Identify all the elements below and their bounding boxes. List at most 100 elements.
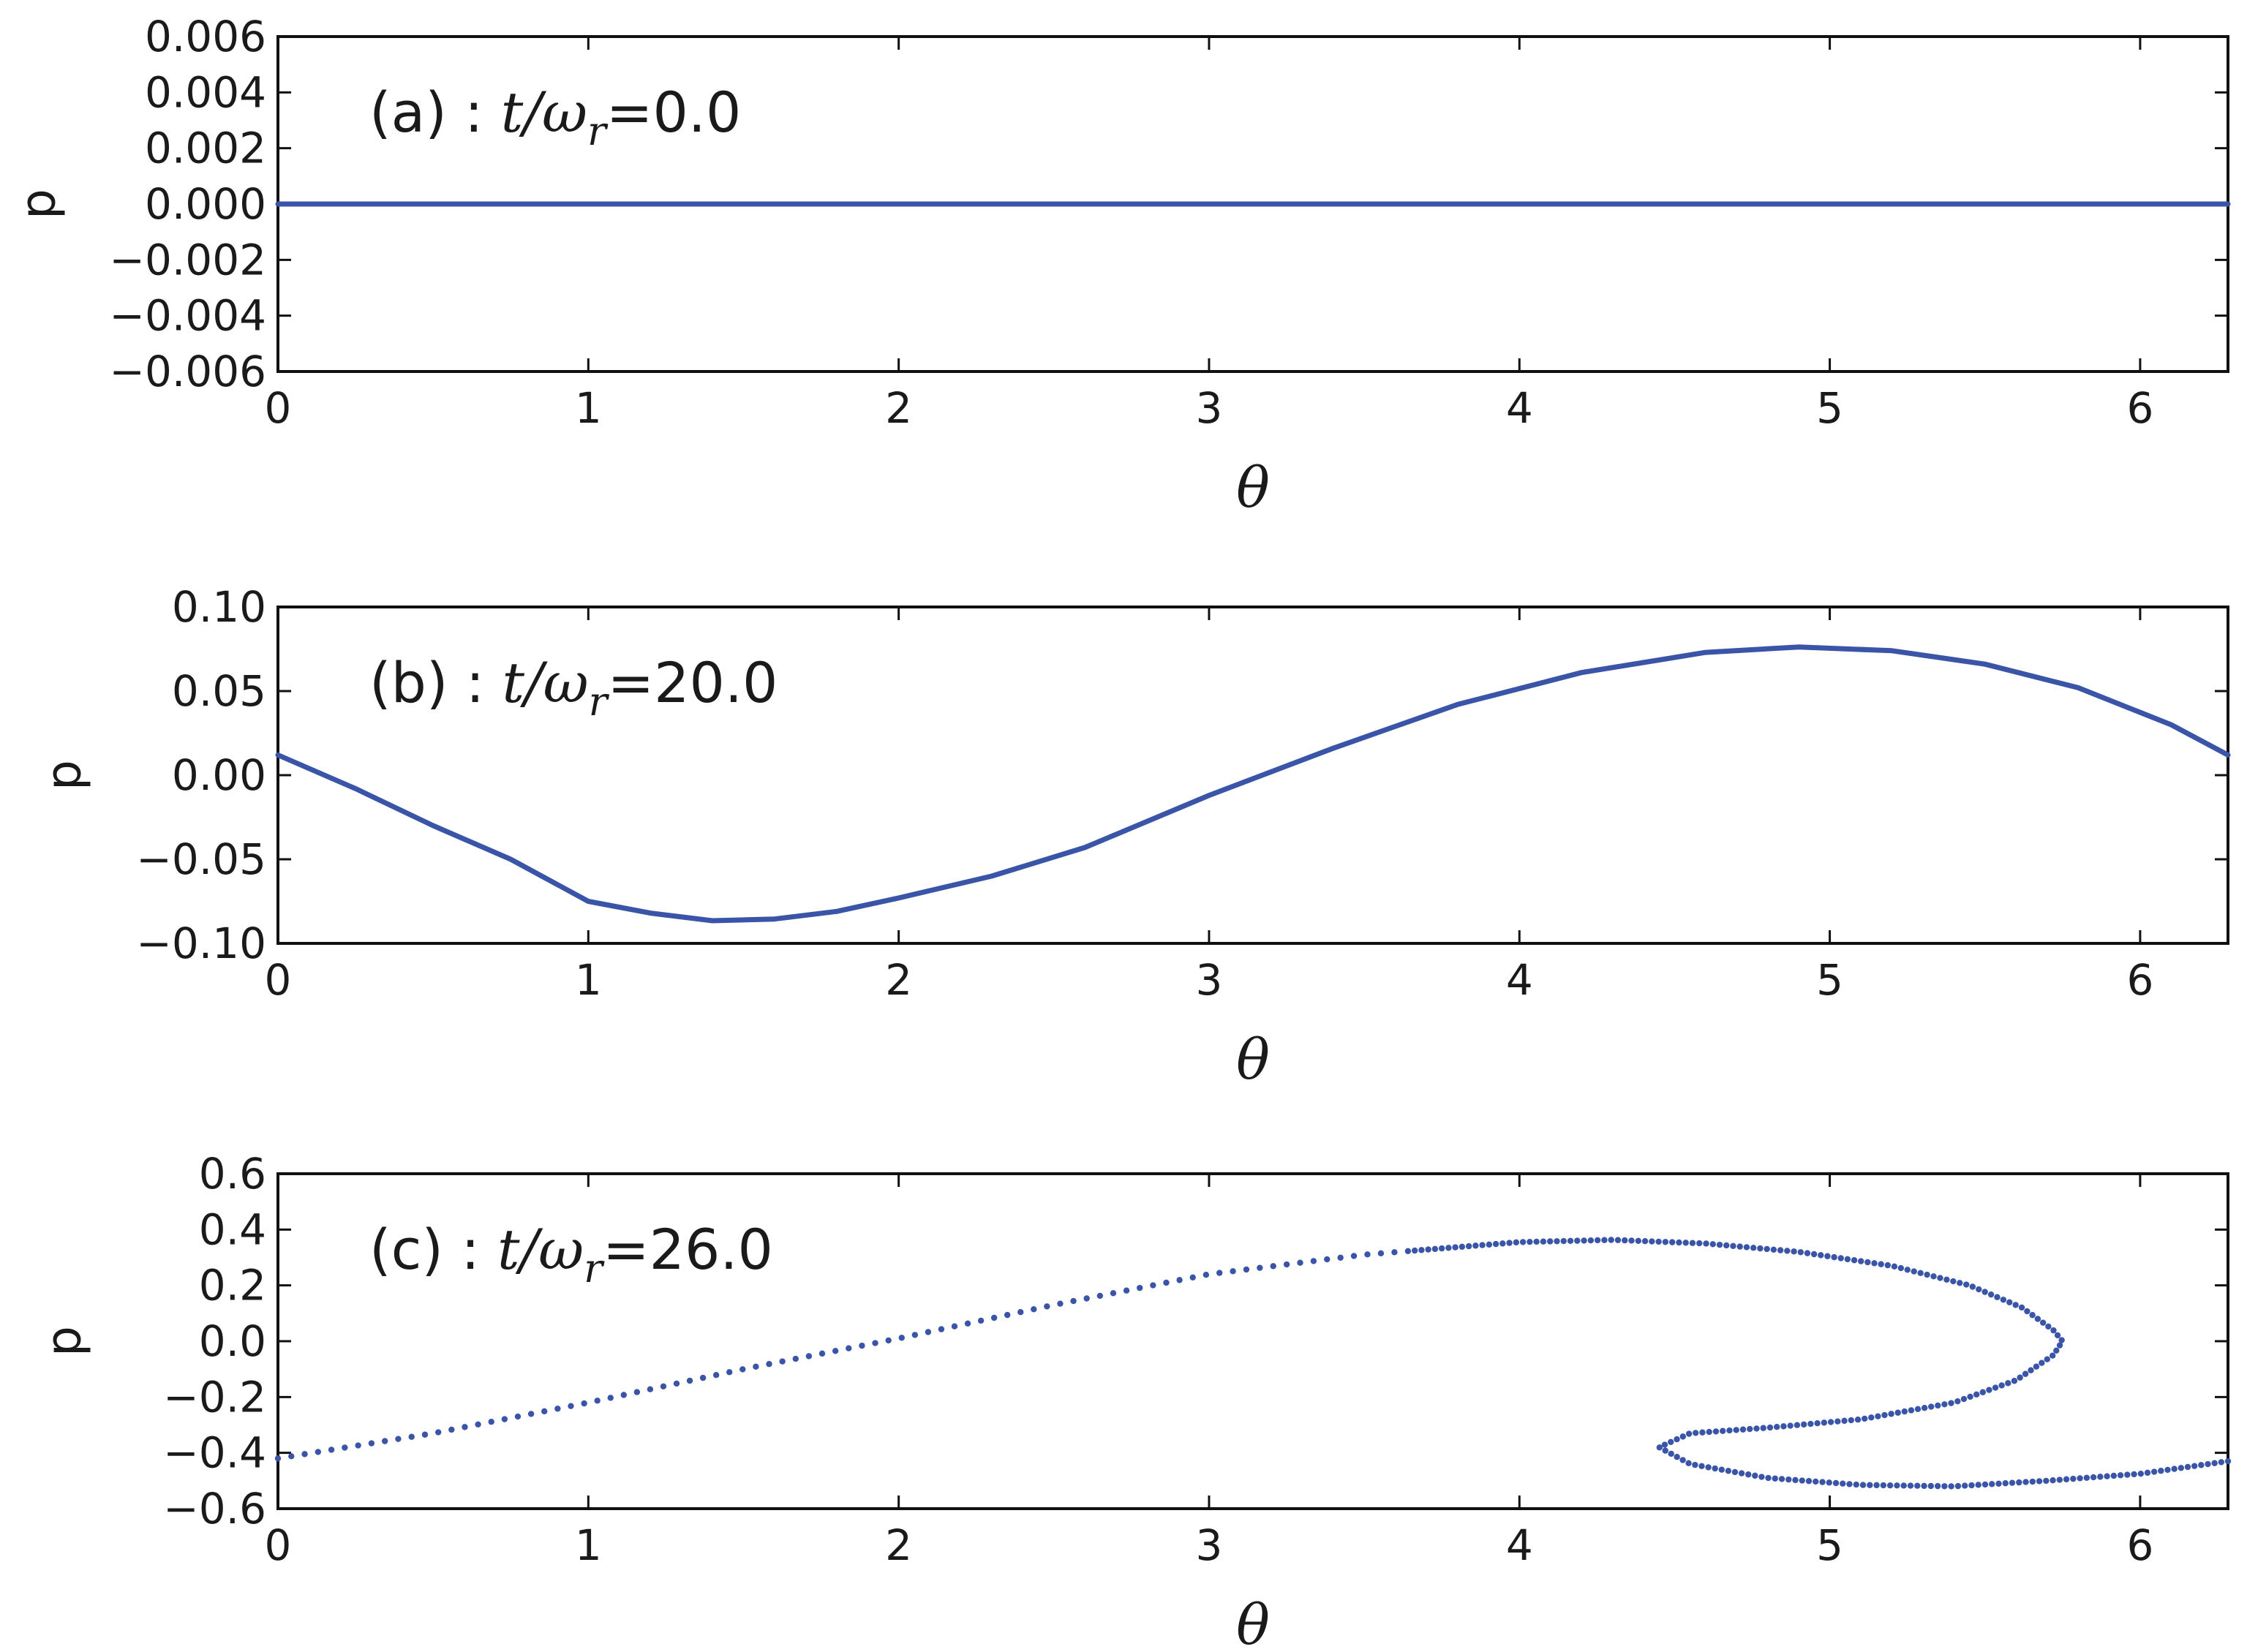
data-point	[2097, 1474, 2104, 1480]
annotation-prefix: (c) :	[369, 1217, 497, 1282]
data-point	[421, 1431, 429, 1438]
data-point	[1459, 1243, 1466, 1251]
data-point	[1804, 1250, 1811, 1256]
y-tick-label: 0.4	[199, 1204, 266, 1254]
series-line	[275, 644, 2231, 924]
y-axis-label: p	[36, 760, 92, 791]
data-point	[1679, 1433, 1687, 1440]
data-point	[2224, 1457, 2232, 1465]
data-point	[1738, 1470, 1745, 1476]
data-point	[1425, 1246, 1431, 1253]
data-point	[1693, 1430, 1699, 1436]
annotation-t: t	[502, 650, 524, 715]
x-tick-label: 4	[1506, 1520, 1533, 1570]
y-tick-label: −0.006	[109, 347, 266, 396]
annotation-value: =0.0	[606, 80, 742, 145]
data-point	[673, 1380, 680, 1387]
data-point	[1797, 1249, 1804, 1256]
data-point	[2016, 1479, 2022, 1486]
x-tick-label: 1	[575, 955, 602, 1005]
data-point	[1083, 1295, 1090, 1302]
data-point	[1712, 1465, 1718, 1472]
data-point	[1935, 1402, 1941, 1409]
data-point	[1513, 1239, 1520, 1246]
data-point	[1921, 1404, 1928, 1411]
annotation-prefix: (a) :	[369, 80, 501, 145]
data-point	[846, 1345, 852, 1351]
y-tick-label: 0.0	[199, 1316, 266, 1366]
data-point	[2039, 1319, 2047, 1326]
data-point	[1641, 1237, 1649, 1245]
data-point	[1840, 1480, 1846, 1487]
data-point	[1854, 1417, 1862, 1423]
x-axis-label: θ	[1236, 455, 1270, 520]
data-point	[792, 1355, 799, 1362]
x-tick-label: 4	[1506, 383, 1533, 433]
data-point	[1662, 1239, 1669, 1245]
data-point	[1044, 1303, 1050, 1310]
data-point	[448, 1426, 455, 1433]
data-point	[1858, 1258, 1864, 1264]
data-point	[1875, 1413, 1881, 1419]
data-point	[1057, 1300, 1064, 1307]
data-point	[1581, 1237, 1587, 1244]
data-point	[977, 1317, 985, 1324]
data-point	[1774, 1423, 1780, 1430]
data-point	[1682, 1240, 1689, 1246]
annotation-slash: /	[518, 80, 546, 145]
data-point	[1791, 1248, 1797, 1255]
data-point	[1685, 1430, 1693, 1437]
data-point	[1987, 1291, 1995, 1298]
data-point	[1868, 1414, 1875, 1421]
data-point	[1257, 1264, 1263, 1271]
data-point	[2000, 1297, 2007, 1303]
data-point	[1846, 1481, 1853, 1487]
x-tick-label: 1	[575, 1520, 602, 1570]
data-point	[1533, 1238, 1540, 1245]
data-point	[805, 1353, 813, 1359]
data-point	[1486, 1241, 1493, 1248]
data-point	[1784, 1248, 1791, 1254]
data-point	[2184, 1463, 2191, 1471]
x-tick-label: 5	[1816, 1520, 1843, 1570]
data-point	[1844, 1256, 1851, 1263]
data-point	[1911, 1268, 1917, 1275]
data-point	[911, 1332, 919, 1338]
data-point	[1907, 1482, 1914, 1489]
annotation-subscript: r	[589, 679, 610, 725]
data-point	[1540, 1238, 1547, 1245]
data-point	[1967, 1393, 1973, 1400]
data-point	[1873, 1482, 1880, 1489]
data-point	[779, 1358, 786, 1365]
data-point	[342, 1444, 348, 1451]
data-point	[1674, 1436, 1680, 1443]
data-point	[2028, 1367, 2034, 1373]
x-axis-label: θ	[1236, 1027, 1270, 1092]
data-point	[1799, 1477, 1805, 1484]
data-point	[1960, 1395, 1968, 1403]
data-point	[1924, 1271, 1930, 1278]
data-point	[1995, 1480, 2002, 1487]
data-point	[1981, 1289, 1988, 1295]
x-tick-label: 0	[265, 1520, 292, 1570]
panel-annotation: (c) : t/ωr=26.0	[369, 1217, 773, 1291]
data-point	[1750, 1245, 1757, 1251]
data-point	[660, 1383, 667, 1390]
data-point	[1445, 1245, 1452, 1251]
data-point	[2063, 1476, 2070, 1483]
x-tick-label: 3	[1196, 955, 1223, 1005]
annotation-omega: ω	[543, 650, 589, 715]
data-point	[1297, 1259, 1303, 1266]
data-point	[1780, 1423, 1787, 1430]
data-point	[2191, 1463, 2198, 1469]
data-point	[1914, 1406, 1922, 1413]
data-point	[2050, 1477, 2056, 1484]
data-point	[1418, 1247, 1425, 1253]
data-point	[1110, 1290, 1117, 1297]
data-point	[1479, 1242, 1486, 1248]
data-point	[2198, 1462, 2205, 1468]
data-point	[2104, 1473, 2110, 1479]
data-point	[1981, 1481, 1989, 1488]
data-point	[1904, 1267, 1911, 1273]
data-point	[1914, 1482, 1921, 1489]
